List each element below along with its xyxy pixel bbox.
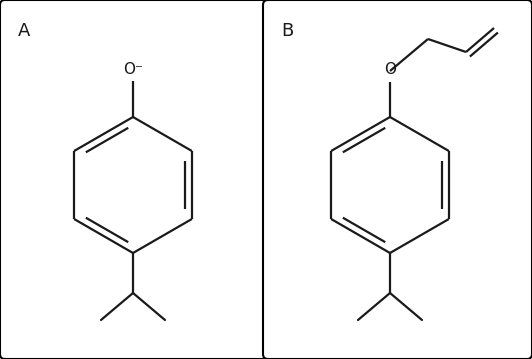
Text: B: B: [281, 22, 293, 40]
FancyBboxPatch shape: [263, 0, 532, 359]
Text: A: A: [18, 22, 30, 40]
Text: O⁻: O⁻: [123, 62, 143, 77]
Text: O: O: [384, 62, 396, 77]
FancyBboxPatch shape: [0, 0, 268, 359]
